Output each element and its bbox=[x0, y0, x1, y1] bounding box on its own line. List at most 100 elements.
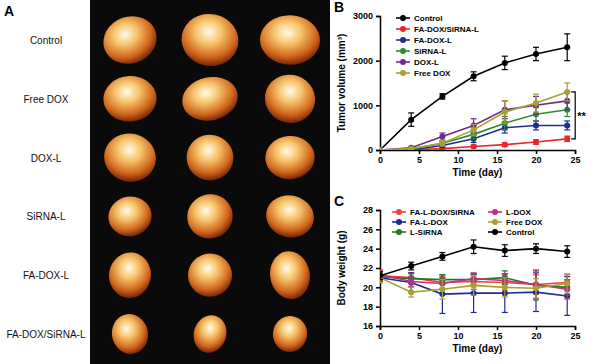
error-bar-cap bbox=[408, 287, 414, 288]
tumor-photo bbox=[106, 250, 154, 301]
tick: 20 bbox=[363, 283, 380, 293]
error-bar-cap bbox=[502, 69, 508, 70]
error-bar bbox=[408, 262, 414, 270]
figure: AControlFree DOXDOX-LSiRNA-LFA-DOX-LFA-D… bbox=[0, 0, 597, 364]
tick-label: 18 bbox=[363, 302, 373, 312]
error-bar-cap bbox=[533, 278, 539, 279]
data-point bbox=[471, 244, 477, 250]
series bbox=[380, 121, 570, 150]
tick: 5 bbox=[417, 326, 422, 341]
chart-panel: B05101520250100020003000Time (day)Tumor … bbox=[334, 0, 586, 178]
tick-mark bbox=[497, 150, 499, 154]
error-bar-cap bbox=[380, 279, 383, 280]
annotation: ** bbox=[577, 110, 586, 122]
data-point bbox=[380, 147, 383, 150]
error-bar-cap bbox=[533, 120, 539, 121]
error-bar-cap bbox=[564, 82, 570, 83]
error-bar-cap bbox=[502, 273, 508, 274]
tumor-photo bbox=[178, 72, 242, 126]
legend-label: SiRNA-L bbox=[414, 47, 447, 56]
tick-label: 2000 bbox=[353, 56, 373, 66]
error-bar bbox=[408, 113, 414, 126]
legend-entry: Control bbox=[488, 228, 534, 237]
error-bar-cap bbox=[408, 272, 414, 273]
legend-marker bbox=[400, 70, 406, 76]
error-bar bbox=[564, 277, 570, 316]
error-bar bbox=[533, 270, 539, 299]
error-bar-stem bbox=[535, 270, 536, 299]
error-bar-cap bbox=[408, 286, 414, 287]
series-line bbox=[380, 125, 567, 150]
error-bar-cap bbox=[408, 296, 414, 297]
error-bar bbox=[564, 136, 570, 141]
error-bar-cap bbox=[471, 312, 477, 313]
error-bar-cap bbox=[564, 33, 570, 34]
tick-mark bbox=[376, 105, 380, 107]
error-bar bbox=[439, 141, 445, 146]
legend-entry: FA-DOX/SiRNA-L bbox=[396, 25, 479, 34]
error-bar bbox=[533, 279, 539, 298]
data-point bbox=[380, 147, 383, 150]
panel-label: B bbox=[334, 0, 344, 15]
error-bar bbox=[533, 121, 539, 130]
tick: 22 bbox=[363, 263, 380, 273]
tumor-photo bbox=[106, 193, 155, 239]
data-point bbox=[408, 263, 414, 269]
tick-mark bbox=[376, 16, 380, 18]
error-bar-cap bbox=[564, 273, 570, 274]
series bbox=[380, 83, 570, 150]
row-label: Free DOX bbox=[23, 94, 68, 105]
tick-label: 10 bbox=[453, 155, 463, 165]
error-bar-cap bbox=[502, 277, 508, 278]
tumor-photo bbox=[188, 253, 233, 297]
error-bar bbox=[502, 278, 508, 297]
data-point bbox=[439, 134, 445, 140]
error-bar-cap bbox=[502, 270, 508, 271]
error-bar-stem bbox=[473, 274, 474, 313]
legend-entry: Control bbox=[396, 14, 442, 23]
x-axis-title: Time (day) bbox=[453, 343, 503, 354]
error-bar bbox=[533, 94, 539, 112]
tick: 18 bbox=[363, 302, 380, 312]
legend-marker bbox=[400, 59, 406, 65]
error-bar bbox=[439, 141, 445, 145]
tick: 5 bbox=[417, 150, 422, 165]
data-point bbox=[471, 127, 477, 133]
tick-label: 16 bbox=[363, 321, 373, 331]
tick-mark bbox=[458, 150, 460, 154]
row-label: SiRNA-L bbox=[27, 211, 66, 222]
data-point bbox=[564, 89, 570, 95]
x-axis: 0510152025 bbox=[378, 326, 581, 341]
series-line bbox=[380, 92, 567, 150]
tick-mark bbox=[376, 287, 380, 289]
legend-entry: Free DOX bbox=[488, 218, 543, 227]
error-bar bbox=[471, 274, 477, 313]
error-bar-cap bbox=[471, 138, 477, 139]
error-bar-cap bbox=[502, 312, 508, 313]
tick: 25 bbox=[570, 150, 580, 165]
data-point bbox=[533, 246, 539, 252]
data-point bbox=[380, 147, 383, 150]
legend-entry: DOX-L bbox=[396, 58, 439, 67]
error-bar bbox=[380, 273, 383, 283]
error-bar-cap bbox=[564, 120, 570, 121]
y-axis-title: Tumor volume (mm³) bbox=[336, 34, 347, 133]
data-point bbox=[533, 122, 539, 128]
axis-line bbox=[381, 151, 576, 155]
error-bar bbox=[380, 272, 383, 282]
error-bar-cap bbox=[380, 271, 383, 272]
series bbox=[380, 136, 570, 150]
series bbox=[380, 271, 570, 300]
data-point bbox=[502, 109, 508, 115]
error-bar-cap bbox=[471, 135, 477, 136]
data-point bbox=[533, 285, 539, 291]
error-bar bbox=[471, 72, 477, 81]
legend-entry: FA-DOX-L bbox=[396, 36, 452, 45]
legend-marker bbox=[492, 209, 498, 215]
tick: 20 bbox=[531, 150, 541, 165]
tick-label: 0 bbox=[368, 145, 373, 155]
tumor-photo bbox=[99, 128, 161, 187]
data-point bbox=[380, 147, 383, 150]
data-point bbox=[408, 145, 414, 150]
error-bar-cap bbox=[471, 272, 477, 273]
